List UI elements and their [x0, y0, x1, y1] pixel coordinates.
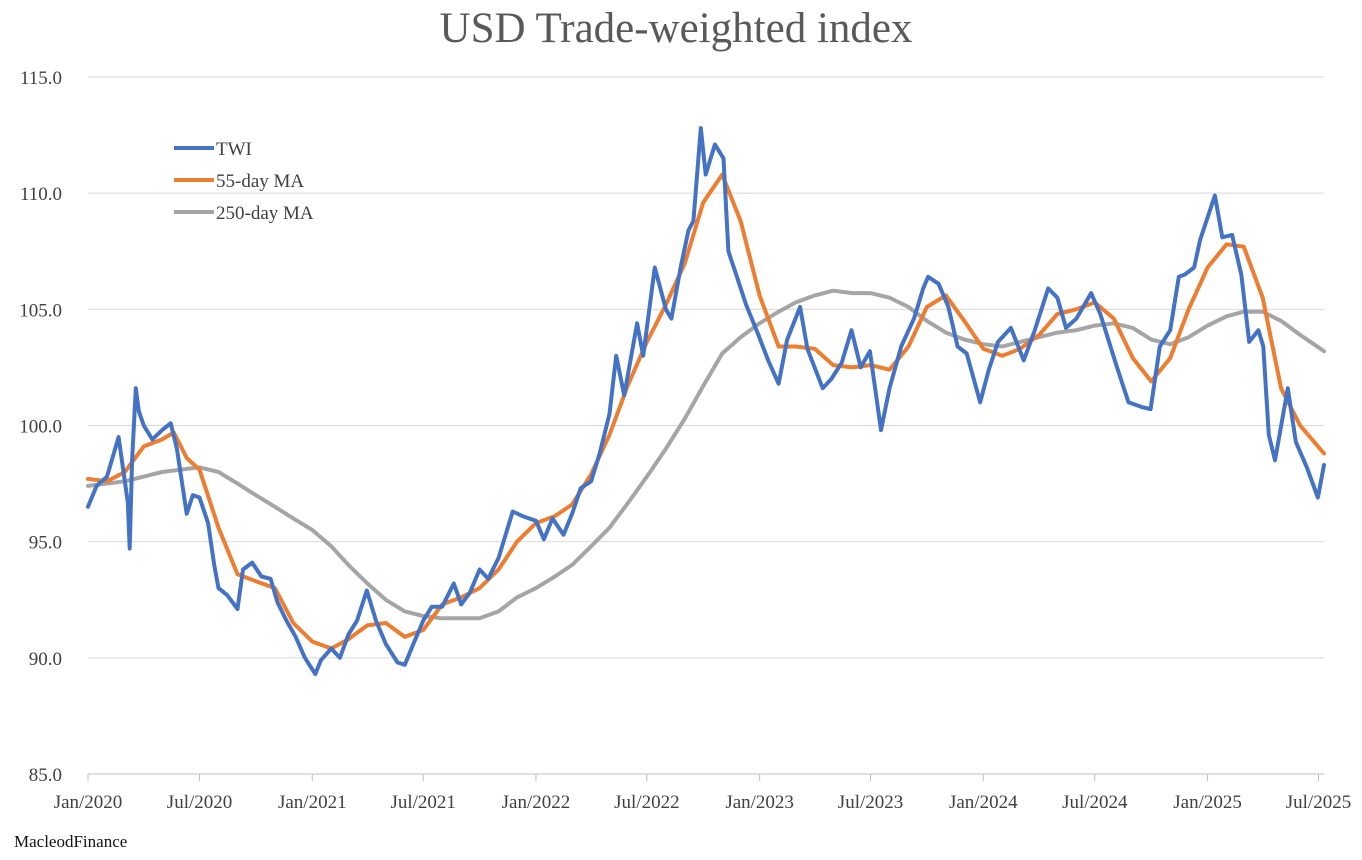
- y-tick-label: 90.0: [29, 649, 62, 670]
- x-tick-label: Jan/2022: [502, 792, 571, 813]
- series-lines: [86, 126, 1326, 677]
- x-tick-label: Jan/2025: [1173, 792, 1242, 813]
- legend: TWI 55-day MA 250-day MA: [174, 139, 314, 224]
- series-line-55-day-ma: [86, 172, 1326, 651]
- x-tick-label: Jan/2020: [54, 792, 123, 813]
- y-tick-label: 110.0: [20, 184, 62, 205]
- x-axis: Jan/2020 Jul/2020 Jan/2021 Jul/2021 Jan/2022…: [54, 773, 1351, 813]
- y-tick-label: 115.0: [20, 68, 62, 89]
- y-axis: 85.0 90.0 95.0 100.0 105.0 110.0 115.0: [19, 68, 62, 786]
- x-tick-label: Jul/2023: [838, 792, 903, 813]
- series-line-250-day-ma: [86, 288, 1326, 621]
- x-tick-label: Jul/2021: [390, 792, 455, 813]
- x-tick-label: Jul/2020: [167, 792, 232, 813]
- legend-label-55-day-ma: 55-day MA: [216, 171, 304, 192]
- series-line-twi: [86, 126, 1326, 677]
- x-tick-label: Jan/2023: [725, 792, 794, 813]
- gridlines: [88, 76, 1324, 659]
- x-tick-label: Jan/2024: [949, 792, 1018, 813]
- legend-label-250-day-ma: 250-day MA: [216, 203, 314, 224]
- y-tick-label: 85.0: [29, 765, 62, 786]
- x-tick-label: Jan/2021: [278, 792, 347, 813]
- chart-title: USD Trade-weighted index: [439, 5, 913, 52]
- x-tick-label: Jul/2024: [1062, 792, 1128, 813]
- source-label: MacleodFinance: [14, 832, 128, 851]
- x-tick-label: Jul/2022: [614, 792, 679, 813]
- y-tick-label: 105.0: [19, 300, 62, 321]
- legend-label-twi: TWI: [216, 139, 252, 160]
- y-tick-label: 100.0: [19, 417, 62, 438]
- x-tick-label: Jul/2025: [1286, 792, 1351, 813]
- y-tick-label: 95.0: [29, 533, 62, 554]
